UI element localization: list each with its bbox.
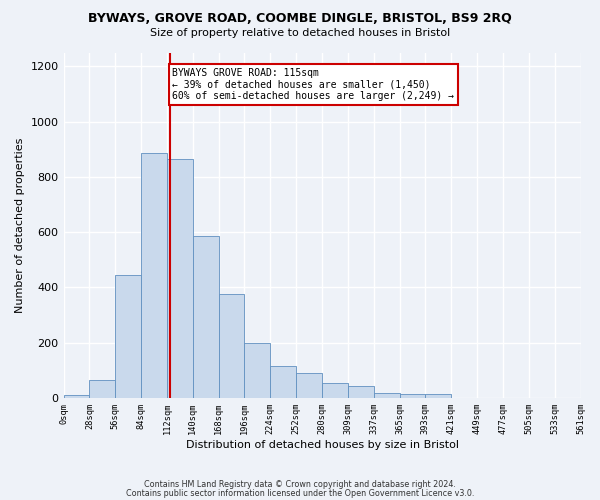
Bar <box>374 392 400 398</box>
Text: BYWAYS, GROVE ROAD, COOMBE DINGLE, BRISTOL, BS9 2RQ: BYWAYS, GROVE ROAD, COOMBE DINGLE, BRIST… <box>88 12 512 26</box>
Bar <box>348 386 374 398</box>
Bar <box>218 294 244 398</box>
Bar <box>400 394 425 398</box>
Text: Contains public sector information licensed under the Open Government Licence v3: Contains public sector information licen… <box>126 488 474 498</box>
Bar <box>141 154 167 398</box>
Text: Contains HM Land Registry data © Crown copyright and database right 2024.: Contains HM Land Registry data © Crown c… <box>144 480 456 489</box>
Bar <box>167 159 193 398</box>
Bar <box>271 366 296 398</box>
Text: BYWAYS GROVE ROAD: 115sqm
← 39% of detached houses are smaller (1,450)
60% of se: BYWAYS GROVE ROAD: 115sqm ← 39% of detac… <box>172 68 454 101</box>
Bar <box>322 383 348 398</box>
Y-axis label: Number of detached properties: Number of detached properties <box>15 138 25 313</box>
Bar <box>89 380 115 398</box>
X-axis label: Distribution of detached houses by size in Bristol: Distribution of detached houses by size … <box>185 440 458 450</box>
Bar <box>193 236 218 398</box>
Bar <box>425 394 451 398</box>
Bar <box>115 275 141 398</box>
Bar <box>244 343 271 398</box>
Bar <box>64 396 89 398</box>
Bar <box>296 373 322 398</box>
Text: Size of property relative to detached houses in Bristol: Size of property relative to detached ho… <box>150 28 450 38</box>
